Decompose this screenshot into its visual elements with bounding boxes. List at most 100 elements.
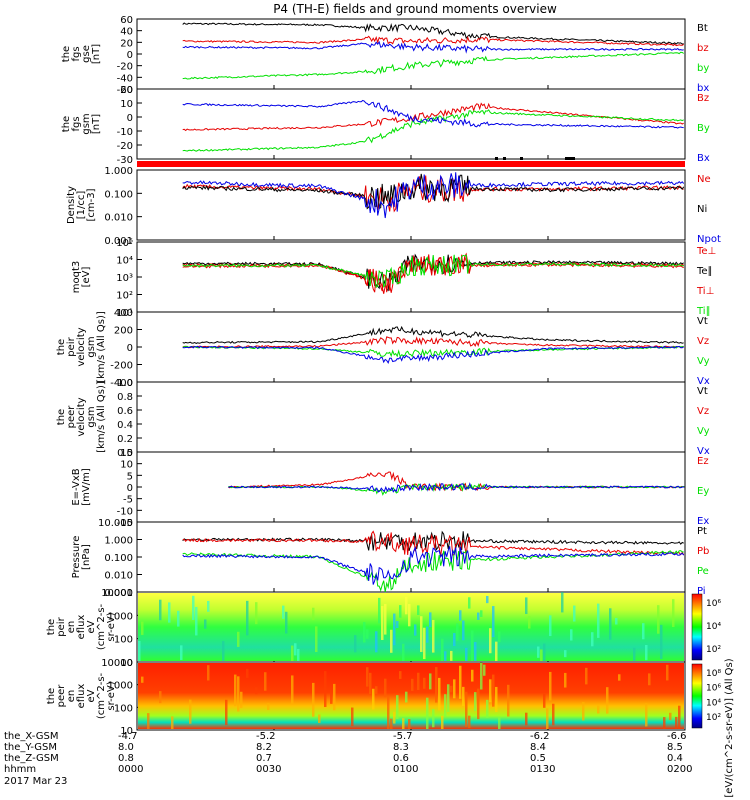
series-line-Ex xyxy=(228,482,685,493)
legend-entry: Ti⊥ xyxy=(696,286,714,297)
footer-row-label: the_X-GSM xyxy=(4,731,58,742)
spectrogram-texture xyxy=(486,595,489,604)
panel-peer_vel: 1.0 0.8 0.6 0.4 0.2 0.0 the peer velocity gsm [km/… xyxy=(56,378,710,459)
spectrogram-texture xyxy=(480,610,483,617)
panel-frame xyxy=(136,88,686,160)
spectrogram-texture xyxy=(471,630,474,661)
y-axis-label-line: the xyxy=(56,339,67,355)
spectrogram-texture xyxy=(525,712,528,726)
series-line-bx xyxy=(182,40,684,54)
y-tick-label: 1.0 xyxy=(117,378,133,389)
spectrogram-texture xyxy=(399,671,402,679)
y-tick-label: 0.8 xyxy=(117,392,133,403)
y-tick-label: 10 xyxy=(120,99,133,110)
chart-title: P4 (TH-E) fields and ground moments over… xyxy=(273,2,557,16)
y-tick-label: 10000 xyxy=(101,588,133,599)
panel-frame xyxy=(136,241,686,313)
series-line-Vz xyxy=(182,336,684,349)
legend-entry: Vz xyxy=(697,336,709,347)
footer-time: 0100 xyxy=(393,764,418,775)
y-axis-label-line: [mV/m] xyxy=(81,468,92,506)
spectrogram-texture xyxy=(225,699,228,726)
y-axis-label-line: (cm^2-s- xyxy=(96,603,107,650)
spectrogram-texture xyxy=(543,693,546,708)
legend-entry: bx xyxy=(697,83,709,94)
spectrogram-texture xyxy=(423,627,426,660)
spectrogram-texture xyxy=(402,718,405,729)
footer-time: 0000 xyxy=(118,764,143,775)
spectrogram-texture xyxy=(591,632,594,647)
y-axis-label: the peir en eflux eV (cm^2-s-sr-eV) xyxy=(46,603,117,650)
spectrogram-texture xyxy=(222,640,225,661)
spectrogram-texture xyxy=(168,602,171,623)
spectrogram-texture xyxy=(468,597,471,609)
series-line-Ni xyxy=(182,173,685,210)
spectrogram-texture xyxy=(471,669,474,682)
footer-x-gsm: -5.2 xyxy=(256,731,276,742)
spectrogram-texture xyxy=(375,686,378,694)
panel-temp: 10⁵ 10⁴ 10³ 10² 10¹ moqt3 [eV] Te⊥ Te∥ Ti⊥ Ti∥ xyxy=(71,238,716,319)
spectrogram-texture xyxy=(546,708,549,729)
y-axis-label-line: velocity xyxy=(76,397,87,436)
y-tick-label: 20 xyxy=(120,85,133,96)
y-axis-label: E=-VxB [mV/m] xyxy=(71,468,92,506)
series-line-Ne xyxy=(182,175,684,213)
spectrogram-texture xyxy=(582,701,585,721)
y-axis-label: the fgs gsm [nT] xyxy=(61,113,102,134)
y-tick-label: -400 xyxy=(110,378,133,389)
y-axis-label-line: peer xyxy=(56,684,67,708)
spectrogram-texture xyxy=(366,667,369,687)
footer-z-gsm: 0.4 xyxy=(667,753,683,764)
y-axis-label-line: en xyxy=(66,690,77,703)
colorbar xyxy=(691,663,703,729)
spectrogram-texture xyxy=(660,624,663,659)
footer-x-gsm: -6.2 xyxy=(530,731,550,742)
y-tick-label: 400 xyxy=(114,308,133,319)
series-line-by xyxy=(182,51,684,80)
spectrogram-texture xyxy=(384,603,387,635)
spectrogram-texture xyxy=(408,603,411,627)
y-axis-label-line: eflux xyxy=(76,615,87,640)
spectrogram-texture xyxy=(543,643,546,661)
panel-frame xyxy=(136,169,686,241)
spectrogram-texture xyxy=(429,612,432,628)
spectrogram-texture xyxy=(294,643,297,656)
spectrogram-texture xyxy=(441,638,444,661)
colorbar-label-text: [eV/(cm^2-s-sr-eV)] (All Qs) xyxy=(724,658,735,797)
legend-entry: by xyxy=(697,63,709,74)
spectrogram-texture xyxy=(246,668,249,678)
colorbar-tick-label: 10² xyxy=(706,645,721,655)
legend-entry: Vt xyxy=(697,316,708,327)
spectrogram-texture xyxy=(381,605,384,641)
spectrogram-texture xyxy=(354,635,357,653)
panel-frame xyxy=(136,521,686,593)
spectrogram-texture xyxy=(609,608,612,640)
series-line-Bt xyxy=(182,22,684,45)
y-axis-label-line: gsm xyxy=(81,113,92,134)
spectrogram-texture xyxy=(498,631,501,643)
y-axis-label-line: fgs xyxy=(71,46,82,61)
footer-y-gsm: 8.3 xyxy=(393,742,409,753)
legend-entry: Bt xyxy=(697,23,708,34)
y-axis-label-line: [eV] xyxy=(81,267,92,288)
series-line-Vt xyxy=(182,325,684,344)
legend-entry: Ti∥ xyxy=(696,306,711,317)
spectrogram-texture xyxy=(435,667,438,703)
spectrogram-texture xyxy=(318,714,321,724)
y-axis-label-line: eflux xyxy=(76,684,87,709)
legend-entry: Ni xyxy=(697,204,707,215)
legend-entry: Vx xyxy=(697,376,710,387)
spectrogram-texture xyxy=(267,703,270,710)
spectrogram-texture xyxy=(507,684,510,717)
y-axis-label-line: [nT] xyxy=(91,114,102,134)
spectrogram-texture xyxy=(426,697,429,729)
legend-entry: Ne xyxy=(697,174,711,185)
colorbar-tick-label: 10² xyxy=(706,713,721,723)
y-axis-label-line: the xyxy=(46,688,57,704)
series-line-Npot xyxy=(182,172,685,219)
spectrogram-texture xyxy=(408,719,411,729)
spectrogram-texture xyxy=(375,631,378,653)
spectrogram-texture xyxy=(552,703,555,726)
